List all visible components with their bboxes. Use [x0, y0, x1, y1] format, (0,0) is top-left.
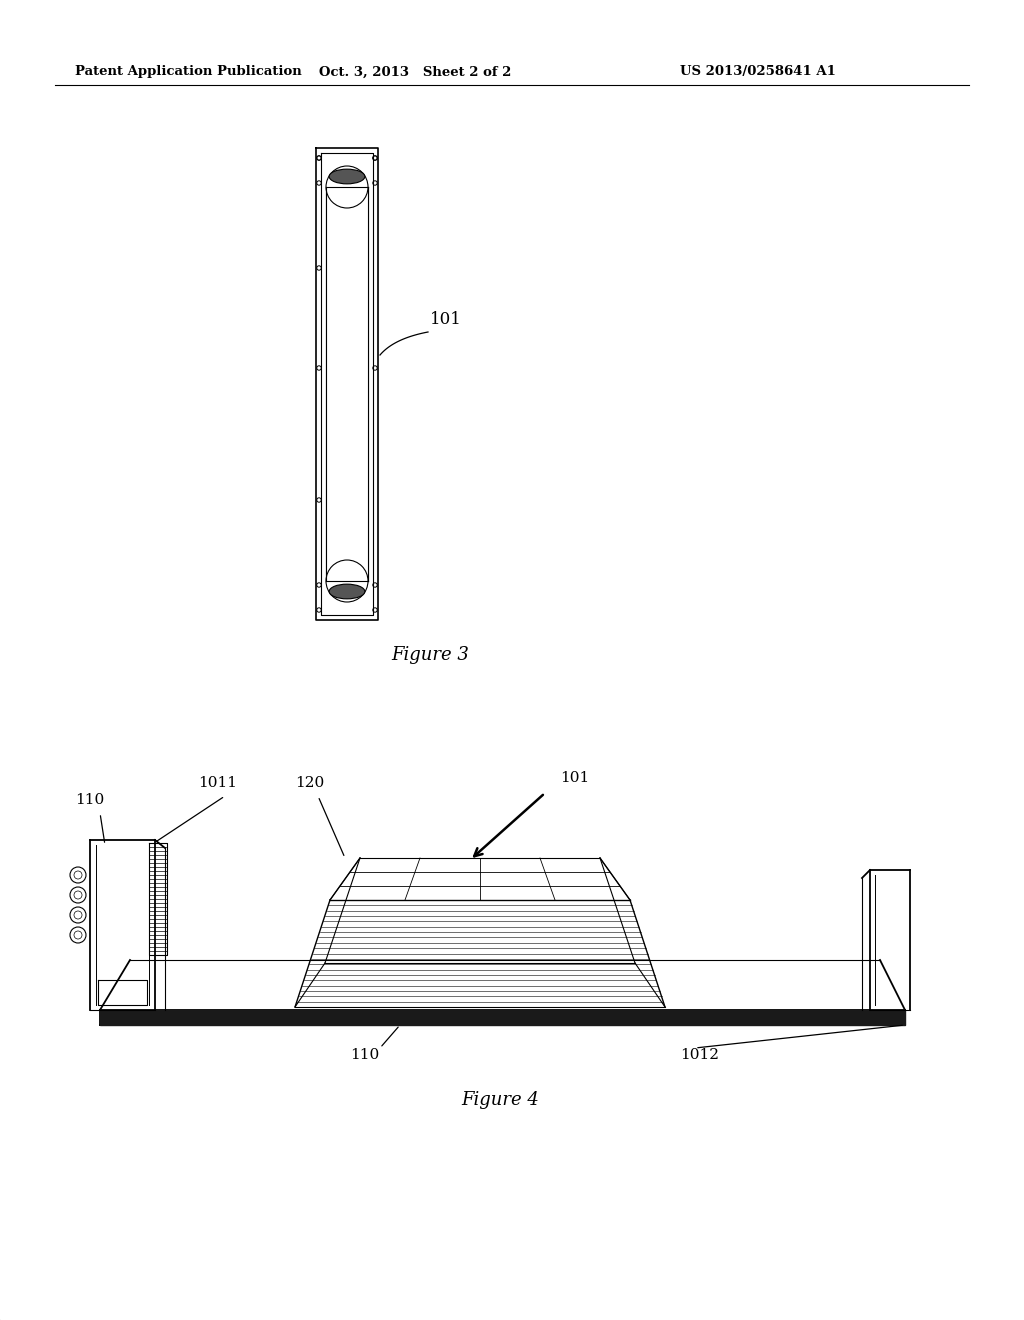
Text: 1012: 1012	[680, 1048, 719, 1063]
Text: US 2013/0258641 A1: US 2013/0258641 A1	[680, 66, 836, 78]
Text: 1011: 1011	[199, 776, 238, 789]
Ellipse shape	[329, 169, 365, 183]
Text: 120: 120	[295, 776, 325, 789]
Ellipse shape	[326, 560, 368, 602]
Text: 101: 101	[560, 771, 590, 785]
Ellipse shape	[326, 166, 368, 209]
Text: 101: 101	[430, 312, 462, 329]
Text: Figure 4: Figure 4	[461, 1092, 539, 1109]
Bar	[326, 187, 368, 581]
Text: Oct. 3, 2013   Sheet 2 of 2: Oct. 3, 2013 Sheet 2 of 2	[318, 66, 511, 78]
Bar	[100, 1010, 905, 1026]
Text: 110: 110	[76, 793, 104, 807]
Ellipse shape	[329, 585, 365, 599]
Text: Patent Application Publication: Patent Application Publication	[75, 66, 302, 78]
Text: Figure 3: Figure 3	[391, 645, 469, 664]
Text: 110: 110	[350, 1048, 380, 1063]
